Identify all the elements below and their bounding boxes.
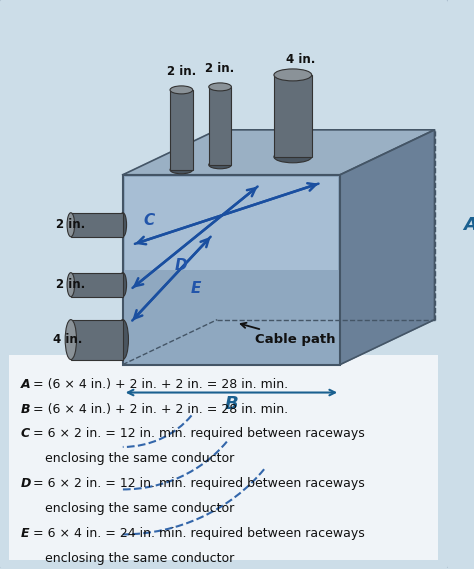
Text: B: B: [225, 394, 238, 413]
Text: A: A: [463, 216, 474, 234]
Ellipse shape: [67, 213, 74, 237]
Text: 2 in.: 2 in.: [56, 218, 85, 231]
Ellipse shape: [209, 161, 231, 169]
Ellipse shape: [117, 320, 128, 360]
Text: enclosing the same conductor: enclosing the same conductor: [21, 452, 234, 465]
Ellipse shape: [209, 83, 231, 91]
Text: = 6 × 4 in. = 24 in. min. required between raceways: = 6 × 4 in. = 24 in. min. required betwe…: [29, 527, 365, 541]
Ellipse shape: [67, 273, 74, 296]
Text: 4 in.: 4 in.: [53, 333, 82, 346]
Ellipse shape: [119, 213, 127, 237]
Text: C: C: [21, 427, 30, 440]
Ellipse shape: [170, 166, 193, 174]
Polygon shape: [340, 130, 435, 365]
Text: 2 in.: 2 in.: [205, 62, 235, 75]
Text: 2 in.: 2 in.: [56, 278, 85, 291]
Text: = (6 × 4 in.) + 2 in. + 2 in. = 28 in. min.: = (6 × 4 in.) + 2 in. + 2 in. = 28 in. m…: [29, 402, 288, 415]
Text: E: E: [191, 281, 201, 296]
Text: Cable path: Cable path: [241, 323, 336, 345]
Polygon shape: [123, 130, 435, 175]
Polygon shape: [71, 213, 123, 237]
Text: enclosing the same conductor: enclosing the same conductor: [21, 502, 234, 516]
Ellipse shape: [119, 273, 127, 296]
Polygon shape: [170, 90, 193, 170]
Text: D: D: [175, 258, 187, 273]
Text: A: A: [21, 378, 30, 390]
Text: B: B: [21, 402, 30, 415]
Polygon shape: [123, 175, 340, 365]
Text: = 6 × 2 in. = 12 in. min. required between raceways: = 6 × 2 in. = 12 in. min. required betwe…: [29, 427, 365, 440]
Text: 4 in.: 4 in.: [286, 53, 315, 66]
Polygon shape: [71, 320, 123, 360]
Ellipse shape: [170, 86, 193, 94]
Ellipse shape: [65, 320, 76, 360]
Polygon shape: [209, 87, 231, 165]
Text: = (6 × 4 in.) + 2 in. + 2 in. = 28 in. min.: = (6 × 4 in.) + 2 in. + 2 in. = 28 in. m…: [29, 378, 288, 390]
Text: = 6 × 2 in. = 12 in. min. required between raceways: = 6 × 2 in. = 12 in. min. required betwe…: [29, 477, 365, 490]
Polygon shape: [274, 75, 312, 157]
FancyBboxPatch shape: [9, 354, 438, 560]
Text: D: D: [21, 477, 31, 490]
Text: C: C: [144, 213, 155, 228]
Polygon shape: [125, 177, 338, 270]
Text: E: E: [21, 527, 29, 541]
Ellipse shape: [274, 69, 312, 81]
Ellipse shape: [274, 151, 312, 163]
Text: enclosing the same conductor: enclosing the same conductor: [21, 552, 234, 566]
Text: 2 in.: 2 in.: [167, 65, 196, 78]
Polygon shape: [71, 273, 123, 296]
FancyBboxPatch shape: [0, 0, 450, 569]
